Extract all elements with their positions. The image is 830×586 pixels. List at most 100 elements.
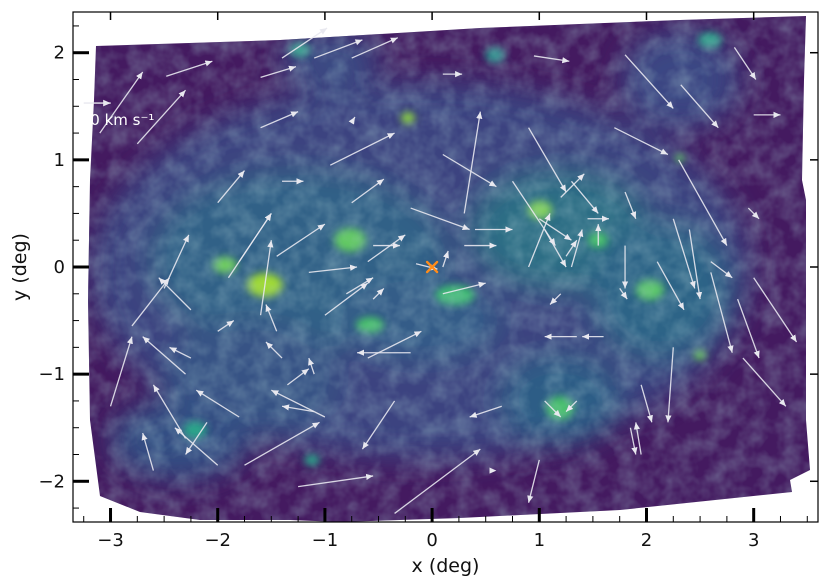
velocity-vector	[672, 218, 696, 289]
velocity-vector	[276, 223, 326, 257]
velocity-vector	[463, 111, 483, 214]
velocity-vector	[142, 336, 186, 375]
y-axis: −2 −1 0 1 2	[38, 25, 818, 509]
velocity-vector	[169, 346, 192, 359]
velocity-vector	[131, 277, 170, 327]
velocity-vector	[260, 111, 299, 129]
scale-label: 50 km s⁻¹	[81, 111, 155, 129]
y-tick-label: 1	[54, 150, 65, 171]
velocity-scale-key: 50 km s⁻¹	[81, 99, 155, 129]
velocity-vector	[158, 277, 192, 311]
velocity-vector	[348, 116, 356, 125]
velocity-vector	[619, 288, 628, 300]
velocity-vectors	[99, 27, 798, 514]
velocity-vector	[174, 427, 219, 466]
velocity-vector	[640, 384, 653, 423]
velocity-vector	[286, 368, 310, 386]
velocity-vector	[308, 357, 315, 375]
center-marker	[425, 260, 439, 274]
velocity-vector	[141, 432, 155, 471]
velocity-vector	[747, 207, 760, 220]
velocity-vector	[570, 180, 599, 214]
velocity-vector	[742, 357, 787, 407]
plot-area: 50 km s⁻¹	[73, 12, 818, 522]
velocity-vector	[185, 421, 208, 455]
velocity-vector	[259, 240, 274, 316]
velocity-vector	[511, 180, 556, 246]
velocity-vector	[665, 347, 674, 423]
velocity-vector	[313, 39, 363, 59]
x-axis-label: x (deg)	[412, 555, 480, 577]
velocity-vector	[265, 341, 283, 359]
velocity-vector	[538, 218, 572, 241]
velocity-vector	[678, 159, 728, 246]
velocity-vector	[195, 389, 240, 418]
x-axis: −3 −2 −1 0 1 2 3	[83, 12, 808, 551]
y-tick-label: −1	[38, 364, 65, 385]
intensity-map	[88, 16, 810, 522]
velocity-vector	[367, 234, 406, 263]
velocity-vector	[442, 250, 449, 268]
velocity-vector	[688, 229, 703, 300]
velocity-vector	[614, 127, 669, 156]
velocity-vector	[710, 261, 733, 279]
velocity-vector	[533, 55, 570, 64]
velocity-vector	[217, 320, 235, 332]
velocity-vector	[753, 277, 798, 343]
velocity-vector	[624, 191, 637, 220]
velocity-vector	[710, 272, 734, 353]
velocity-vector	[410, 207, 470, 231]
velocity-vector	[271, 389, 326, 418]
velocity-vector	[361, 400, 396, 450]
velocity-vector	[298, 473, 374, 488]
x-tick-label: 1	[534, 530, 545, 551]
velocity-vector	[281, 27, 328, 59]
velocity-vector	[629, 427, 638, 455]
velocity-vector	[544, 400, 562, 418]
velocity-vector	[549, 293, 562, 305]
y-tick-label: −2	[38, 471, 65, 492]
x-tick-label: −2	[204, 530, 231, 551]
velocity-vector	[633, 422, 642, 455]
velocity-vector	[99, 71, 144, 134]
velocity-vector	[351, 178, 385, 204]
y-tick-label: 0	[54, 257, 65, 278]
velocity-vector	[109, 336, 133, 407]
x-tick-label: 2	[641, 530, 652, 551]
velocity-vector	[244, 421, 320, 466]
center-marker-x	[425, 260, 439, 274]
x-tick-label: −3	[97, 530, 124, 551]
velocity-vector	[442, 281, 486, 295]
velocity-vector	[736, 298, 760, 359]
velocity-vector	[680, 84, 719, 129]
x-tick-label: −1	[312, 530, 339, 551]
velocity-vector	[265, 304, 278, 332]
velocity-vector	[656, 261, 685, 311]
velocity-vector	[528, 127, 567, 193]
velocity-vector	[329, 132, 395, 166]
y-tick-label: 2	[54, 43, 65, 64]
velocity-vector	[527, 459, 540, 503]
velocity-vector	[442, 153, 497, 188]
velocity-vector	[624, 54, 674, 109]
velocity-vector	[217, 170, 246, 204]
velocity-vector	[281, 404, 315, 413]
velocity-vector	[565, 239, 578, 257]
velocity-vector	[560, 173, 585, 198]
velocity-vector	[308, 264, 358, 274]
velocity-vector	[351, 37, 399, 59]
velocity-vector	[733, 46, 757, 80]
velocity-vector	[367, 330, 422, 359]
velocity-vector	[324, 282, 369, 316]
velocity-vector	[260, 65, 297, 78]
velocity-vector	[346, 277, 374, 295]
velocity-vector	[469, 405, 502, 418]
y-axis-label: y (deg)	[9, 233, 31, 301]
x-tick-label: 0	[426, 530, 437, 551]
velocity-vector	[570, 229, 584, 268]
velocity-vector	[136, 89, 187, 145]
velocity-vector	[372, 287, 385, 300]
velocity-vector	[166, 60, 213, 77]
velocity-vector	[238, 213, 272, 263]
